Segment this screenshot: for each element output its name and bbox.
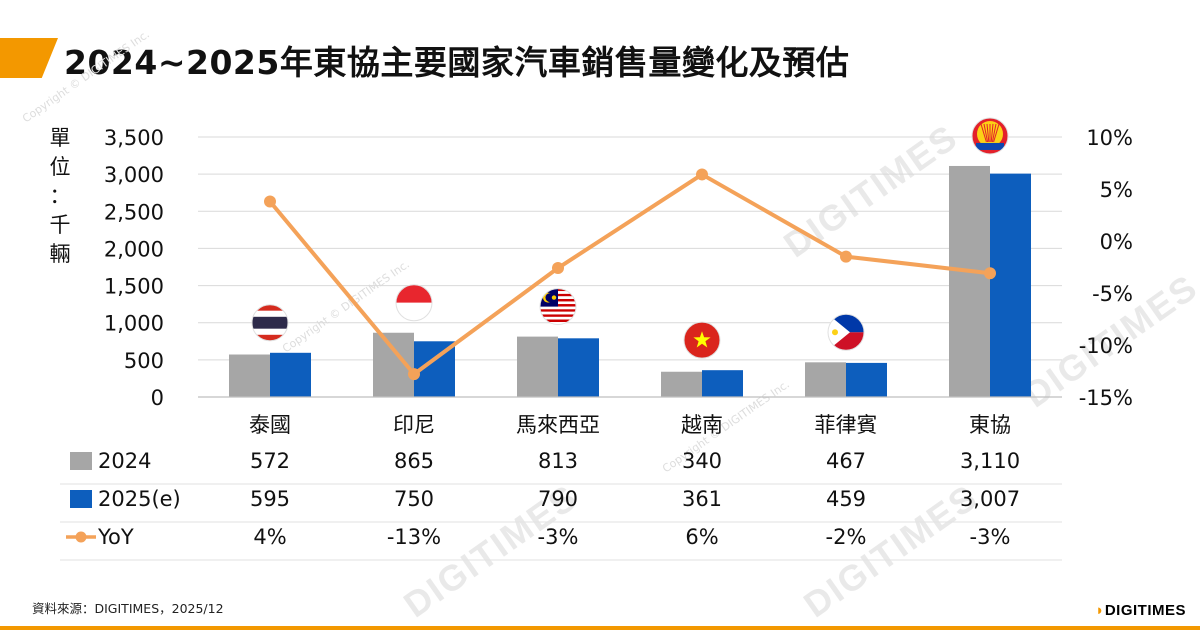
table-cell: 4%: [253, 525, 286, 549]
bar-2024: [517, 336, 558, 397]
category-label: 泰國: [249, 413, 291, 437]
y2-tick-label: -10%: [1079, 334, 1133, 358]
table-cell: -3%: [970, 525, 1011, 549]
unit-char: 輛: [49, 242, 71, 266]
y-tick-label: 0: [151, 386, 164, 410]
legend-marker: [75, 531, 87, 543]
table-cell: 340: [682, 449, 722, 473]
yoy-point: [552, 262, 564, 275]
legend-swatch: [70, 452, 92, 470]
table-cell: 790: [538, 487, 578, 511]
category-label: 越南: [681, 413, 723, 437]
table-cell: 6%: [685, 525, 718, 549]
unit-char: ：: [49, 184, 71, 208]
table-cell: 572: [250, 449, 290, 473]
y2-tick-label: 0%: [1100, 230, 1133, 254]
table-cell: 595: [250, 487, 290, 511]
bar-2025e: [846, 362, 887, 397]
y2-tick-label: 10%: [1086, 126, 1133, 150]
logo-text: DIGITIMES: [1104, 602, 1186, 619]
legend-swatch: [70, 490, 92, 508]
chart-title: 2024~2025年東協主要國家汽車銷售量變化及預估: [64, 43, 850, 82]
yoy-point: [408, 368, 420, 381]
unit-char: 千: [49, 213, 71, 237]
philippines-flag: [827, 313, 865, 351]
bars: [229, 165, 1031, 397]
legend-label: YoY: [97, 525, 134, 549]
table-cell: 3,007: [960, 487, 1020, 511]
source-note: 資料來源：DIGITIMES，2025/12: [32, 601, 224, 616]
indonesia-flag: [395, 284, 433, 322]
bar-2024: [805, 362, 846, 397]
table-cell: 361: [682, 487, 722, 511]
category-icons: [251, 117, 1009, 359]
category-label: 印尼: [393, 413, 435, 437]
table-cell: 459: [826, 487, 866, 511]
logo-mark: ◗: [1095, 602, 1105, 619]
table-cell: 3,110: [960, 449, 1020, 473]
table-cell: -2%: [826, 525, 867, 549]
y-tick-label: 2,500: [104, 200, 164, 224]
asean-emblem: [971, 117, 1009, 155]
category-label: 菲律賓: [815, 413, 878, 437]
unit-char: 單: [49, 126, 71, 150]
table-cell: -13%: [387, 525, 441, 549]
gridlines: [198, 136, 1062, 361]
vietnam-flag: [683, 321, 721, 359]
y-tick-label: 1,000: [104, 312, 164, 336]
y-tick-label: 3,500: [104, 126, 164, 150]
bar-2025e: [558, 338, 599, 397]
data-table: 2024 572 865 813 340 467 3,110 2025(e) 595 750 790…: [60, 449, 1062, 561]
y-axis-unit-label: 單 位 ： 千 輛: [48, 124, 72, 269]
y-tick-label: 1,500: [104, 275, 164, 299]
table-cell: 467: [826, 449, 866, 473]
yoy-point: [840, 250, 852, 263]
legend-label: 2024: [98, 449, 151, 473]
axes: 3,500 3,000 2,500 2,000 1,500 1,000 500 0 10% 5% 0…: [104, 126, 1133, 437]
yoy-point: [696, 168, 708, 181]
table-cell: 750: [394, 487, 434, 511]
yoy-point: [264, 195, 276, 208]
digitimes-logo: ◗DIGITIMES: [1095, 602, 1186, 619]
y-tick-label: 3,000: [104, 163, 164, 187]
legend-label: 2025(e): [98, 487, 181, 511]
table-cell: 813: [538, 449, 578, 473]
y2-tick-label: -5%: [1092, 282, 1133, 306]
y2-tick-label: 5%: [1100, 178, 1133, 202]
category-label: 馬來西亞: [516, 413, 600, 437]
bar-2025e: [990, 173, 1031, 397]
bar-2024: [229, 354, 270, 397]
bar-2025e: [702, 370, 743, 397]
unit-char: 位: [49, 155, 71, 179]
y-tick-label: 500: [124, 349, 164, 373]
bar-2024: [661, 371, 702, 397]
yoy-line: [264, 168, 996, 381]
y2-tick-label: -15%: [1079, 386, 1133, 410]
y-tick-label: 2,000: [104, 237, 164, 261]
bar-2025e: [270, 352, 311, 397]
table-cell: -3%: [538, 525, 579, 549]
table-cell: 865: [394, 449, 434, 473]
category-label: 東協: [969, 413, 1011, 437]
footer-accent-line: [0, 626, 1200, 630]
yoy-point: [984, 267, 996, 280]
yoy-line-path: [268, 172, 991, 377]
malaysia-flag: [539, 288, 577, 326]
thailand-flag: [251, 304, 289, 342]
bar-2024: [949, 165, 990, 397]
